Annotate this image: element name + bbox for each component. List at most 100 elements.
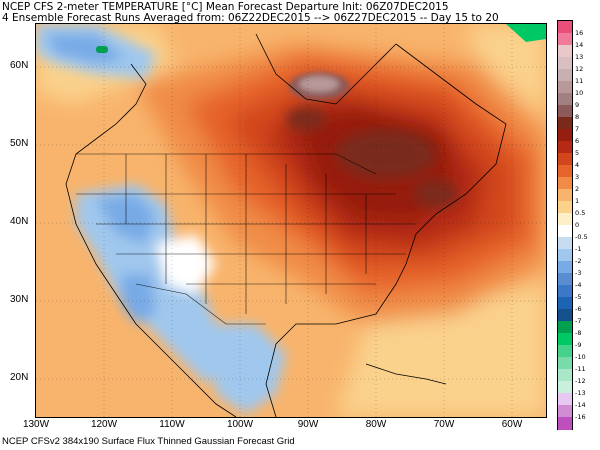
colorbar-swatch: [558, 273, 572, 286]
us-canada-border: [76, 153, 377, 175]
grid-footnote: NCEP CFSv2 384x190 Surface Flux Thinned …: [2, 436, 295, 447]
colorbar-level-label: 7: [575, 125, 580, 133]
colorbar-level-label: -12: [575, 377, 586, 385]
colorbar-swatch: [558, 381, 572, 394]
anomaly-light-ne: [466, 24, 546, 114]
state-lines-horizontal: [76, 193, 416, 285]
colorbar-swatch: [558, 405, 572, 418]
lat-label-20n: 20N: [10, 372, 29, 383]
lat-label-50n: 50N: [10, 138, 29, 149]
cold-mexico-south: [206, 324, 286, 414]
chart-title-line-1: NCEP CFS 2-meter TEMPERATURE [°C] Mean F…: [2, 1, 449, 13]
colorbar-level-label: 5: [575, 149, 580, 157]
graticule: [36, 24, 546, 417]
colorbar-level-label: 2: [575, 185, 580, 193]
colorbar-swatch: [558, 201, 572, 214]
colorbar-level-label: 4: [575, 161, 580, 169]
colorbar-swatch: [558, 57, 572, 70]
colorbar-swatch: [558, 309, 572, 322]
colorbar-swatch: [558, 321, 572, 334]
anomaly-core-east: [336, 129, 436, 179]
colorbar-swatch: [558, 45, 572, 58]
colorbar-level-label: 6: [575, 137, 580, 145]
colorbar-level-label: 13: [575, 53, 584, 61]
anomaly-core-north: [286, 107, 326, 131]
cold-alaska-extreme: [96, 46, 108, 53]
lon-label-80w: 80W: [365, 419, 387, 430]
colorbar-level-label: -8: [575, 329, 582, 337]
colorbar-swatch: [558, 153, 572, 166]
colorbar-level-label: -11: [575, 365, 586, 373]
lon-label-120w: 120W: [90, 419, 118, 430]
colorbar-level-label: -5: [575, 293, 582, 301]
colorbar-swatch: [558, 285, 572, 298]
colorbar-level-label: 1: [575, 197, 580, 205]
forecast-map: [35, 23, 547, 418]
colorbar-level-label: 16: [575, 29, 584, 37]
lat-label-40n: 40N: [10, 216, 29, 227]
colorbar-swatch: [558, 261, 572, 274]
colorbar-level-label: -2: [575, 257, 582, 265]
colorbar-swatch: [558, 177, 572, 190]
colorbar-level-label: -9: [575, 341, 582, 349]
caribbean-islands: [365, 363, 447, 385]
colorbar-swatch: [558, 345, 572, 358]
anomaly-hudson-inner: [299, 76, 339, 92]
colorbar-swatch: [558, 213, 572, 226]
colorbar-swatch: [558, 189, 572, 202]
colorbar-level-label: 0.5: [575, 209, 586, 217]
colorbar-swatch: [558, 225, 572, 238]
colorbar-swatch: [558, 105, 572, 118]
colorbar-level-label: -16: [575, 413, 586, 421]
colorbar-level-label: 8: [575, 113, 580, 121]
colorbar-level-label: -13: [575, 389, 586, 397]
lat-label-60n: 60N: [10, 60, 29, 71]
colorbar-swatch: [558, 333, 572, 346]
colorbar-level-label: -10: [575, 353, 586, 361]
colorbar-legend: [557, 20, 573, 430]
colorbar-swatch: [558, 129, 572, 142]
lon-label-90w: 90W: [297, 419, 319, 430]
colorbar-swatch: [558, 369, 572, 382]
colorbar-level-label: 11: [575, 77, 584, 85]
colorbar-swatch: [558, 165, 572, 178]
colorbar-swatch: [558, 21, 572, 34]
colorbar-swatch: [558, 69, 572, 82]
colorbar-swatch: [558, 393, 572, 406]
colorbar-level-label: 0: [575, 221, 580, 229]
anomaly-map-svg: [36, 24, 546, 417]
anomaly-core-northeast: [414, 180, 458, 208]
cold-greenland-extreme: [506, 24, 546, 42]
colorbar-swatch: [558, 33, 572, 46]
lon-label-60w: 60W: [501, 419, 523, 430]
colorbar-level-label: 9: [575, 101, 580, 109]
anomaly-light-se: [336, 284, 546, 417]
colorbar-level-label: 12: [575, 65, 584, 73]
coastlines: [65, 33, 507, 417]
colorbar-swatch: [558, 417, 572, 430]
colorbar-level-label: -6: [575, 305, 582, 313]
neutral-southwest: [156, 234, 216, 294]
colorbar-level-label: -1: [575, 245, 582, 253]
colorbar-level-label: -0.5: [575, 233, 588, 241]
pacific-coast: [65, 63, 237, 417]
colorbar-swatch: [558, 297, 572, 310]
colorbar-level-label: -14: [575, 401, 586, 409]
atlantic-gulf-coast: [265, 43, 507, 417]
lon-label-110w: 110W: [159, 419, 185, 430]
colorbar-level-label: -3: [575, 269, 582, 277]
colorbar-level-label: -7: [575, 317, 582, 325]
colorbar-level-label: 10: [575, 89, 584, 97]
colorbar-swatch: [558, 141, 572, 154]
lon-label-100w: 100W: [226, 419, 254, 430]
cold-alaska-core: [46, 34, 126, 64]
colorbar-swatch: [558, 249, 572, 262]
colorbar-level-label: -4: [575, 281, 582, 289]
colorbar-swatch: [558, 357, 572, 370]
state-lines-vertical: [125, 154, 367, 314]
lon-label-70w: 70W: [433, 419, 455, 430]
colorbar-swatch: [558, 93, 572, 106]
lat-label-30n: 30N: [10, 294, 29, 305]
colorbar-swatch: [558, 81, 572, 94]
chart-title-line-2: 4 Ensemble Forecast Runs Averaged from: …: [2, 12, 499, 24]
